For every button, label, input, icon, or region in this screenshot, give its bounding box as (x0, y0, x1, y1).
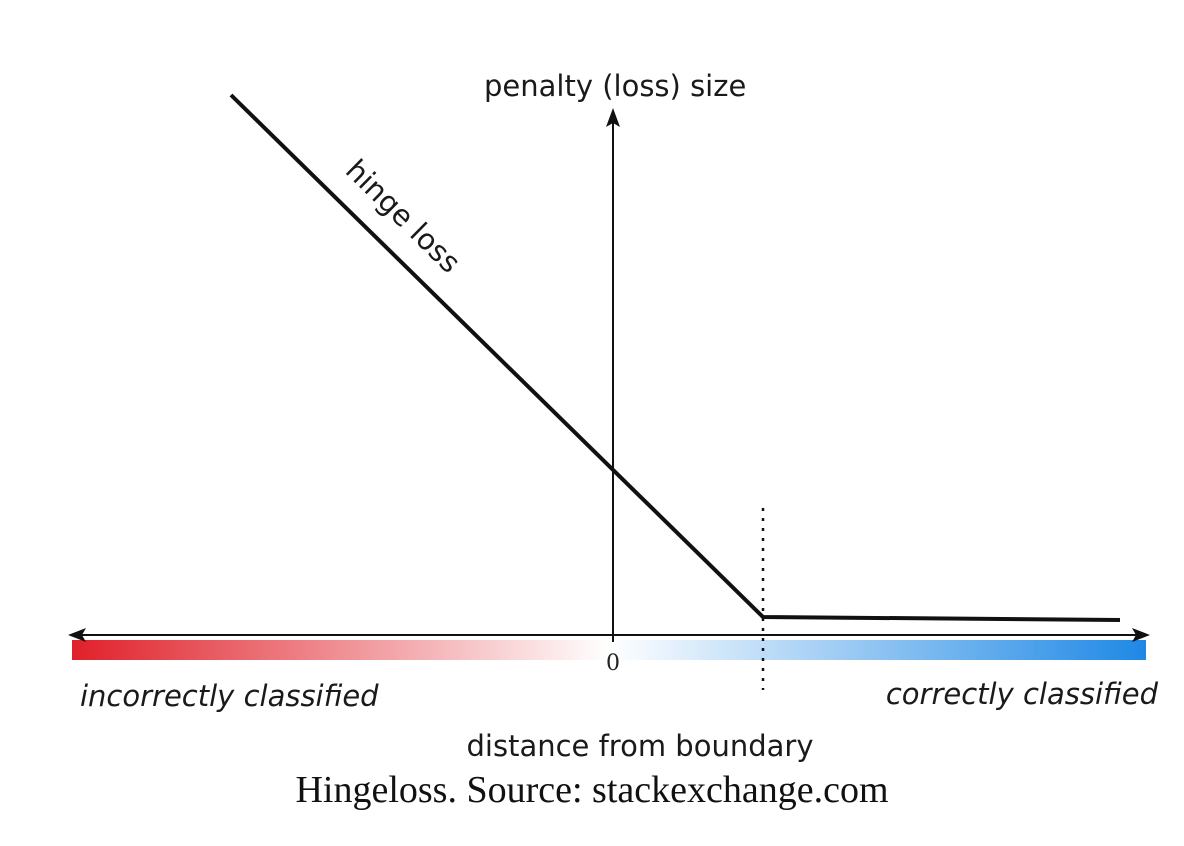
x-axis-right-arrowhead (1132, 628, 1150, 642)
left-side-label: incorrectly classified (80, 679, 379, 713)
hinge-loss-curve (229, 93, 1121, 622)
x-axis-label: distance from boundary (467, 729, 814, 763)
right-side-label: correctly classified (886, 677, 1159, 711)
origin-label: 0 (606, 651, 620, 676)
y-axis-arrowhead (606, 108, 620, 127)
figure-caption: Hingeloss. Source: stackexchange.com (295, 769, 889, 811)
curve-label: hinge loss (339, 153, 467, 280)
distance-gradient-band (72, 640, 1146, 660)
y-axis-label: penalty (loss) size (484, 69, 746, 103)
x-axis-left-arrowhead (68, 628, 86, 642)
